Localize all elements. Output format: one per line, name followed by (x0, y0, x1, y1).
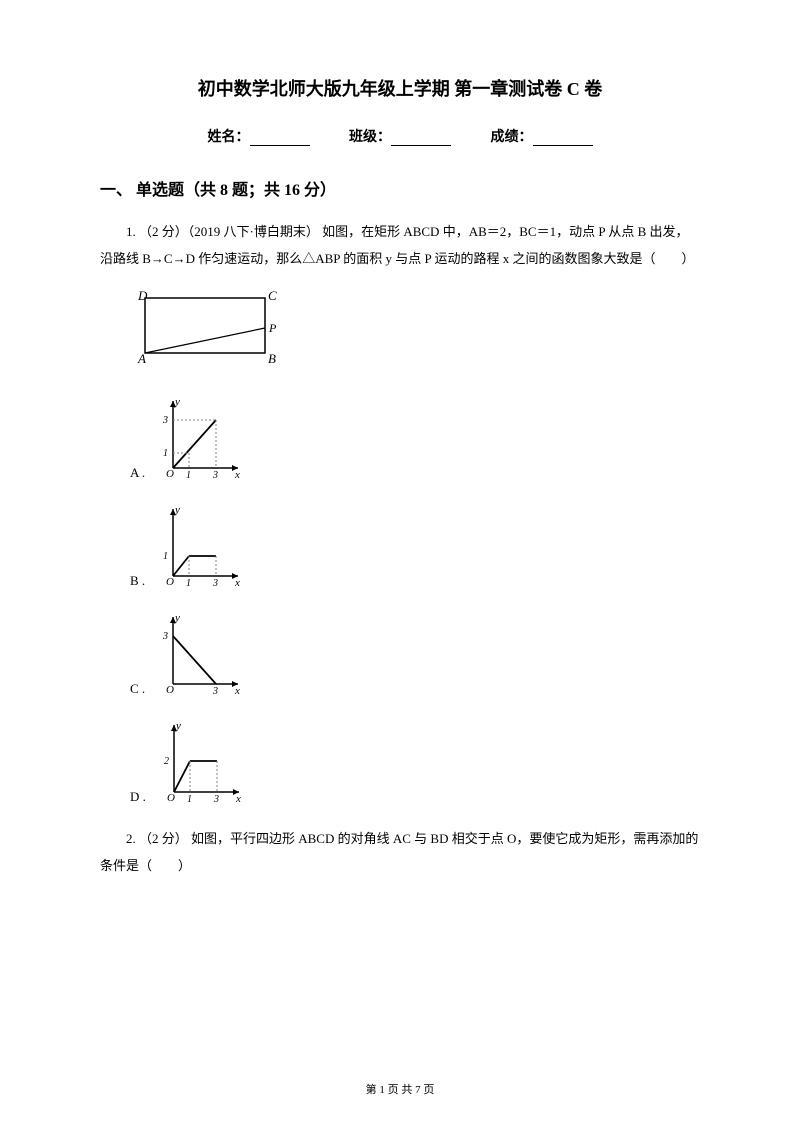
svg-text:1: 1 (163, 448, 168, 459)
svg-text:O: O (166, 576, 174, 588)
svg-text:1: 1 (187, 794, 192, 805)
svg-text:O: O (166, 468, 174, 480)
svg-text:P: P (268, 321, 277, 335)
chart-c: O x y 3 3 (153, 609, 243, 699)
score-blank (533, 132, 593, 146)
svg-text:D: D (137, 288, 148, 303)
chart-a: O x y 1 3 1 3 (153, 393, 243, 483)
svg-text:x: x (235, 793, 241, 805)
option-d-label: D . (130, 789, 146, 807)
option-d: D . O x y 1 3 2 (130, 717, 700, 807)
svg-text:y: y (174, 612, 180, 624)
info-line: 姓名： 班级： 成绩： (100, 126, 700, 146)
svg-text:x: x (234, 469, 240, 481)
rectangle-diagram: D C A B P (130, 288, 700, 373)
svg-text:x: x (234, 577, 240, 589)
option-c-label: C . (130, 681, 145, 699)
svg-text:3: 3 (162, 415, 168, 426)
chart-d: O x y 1 3 2 (154, 717, 244, 807)
option-c: C . O x y 3 3 (130, 609, 700, 699)
svg-text:O: O (167, 792, 175, 804)
name-field: 姓名： (208, 126, 310, 146)
svg-text:y: y (174, 396, 180, 408)
option-a: A . O x y 1 3 1 3 (130, 393, 700, 483)
option-a-label: A . (130, 465, 145, 483)
svg-text:3: 3 (162, 631, 168, 642)
svg-text:3: 3 (212, 686, 218, 697)
score-field: 成绩： (491, 126, 593, 146)
option-b: B . O x y 1 3 1 (130, 501, 700, 591)
class-label: 班级： (349, 130, 391, 145)
svg-text:1: 1 (186, 578, 191, 589)
svg-text:3: 3 (212, 470, 218, 481)
class-field: 班级： (349, 126, 451, 146)
svg-text:A: A (137, 351, 146, 366)
svg-text:y: y (175, 720, 181, 732)
option-b-label: B . (130, 573, 145, 591)
svg-text:1: 1 (163, 551, 168, 562)
svg-text:O: O (166, 684, 174, 696)
name-blank (250, 132, 310, 146)
svg-text:2: 2 (164, 756, 169, 767)
question-2: 2. （2 分） 如图，平行四边形 ABCD 的对角线 AC 与 BD 相交于点… (100, 825, 700, 880)
page-footer: 第 1 页 共 7 页 (0, 1081, 800, 1097)
svg-text:3: 3 (213, 794, 219, 805)
score-label: 成绩： (491, 130, 533, 145)
svg-text:B: B (268, 351, 276, 366)
svg-text:1: 1 (186, 470, 191, 481)
class-blank (391, 132, 451, 146)
section-header: 一、 单选题（共 8 题；共 16 分） (100, 176, 700, 200)
svg-text:y: y (174, 504, 180, 516)
name-label: 姓名： (208, 130, 250, 145)
svg-text:C: C (268, 288, 277, 303)
svg-text:x: x (234, 685, 240, 697)
page-title: 初中数学北师大版九年级上学期 第一章测试卷 C 卷 (100, 75, 700, 101)
question-1: 1. （2 分）（2019 八下·博白期末） 如图，在矩形 ABCD 中，AB＝… (100, 218, 700, 273)
svg-text:3: 3 (212, 578, 218, 589)
chart-b: O x y 1 3 1 (153, 501, 243, 591)
